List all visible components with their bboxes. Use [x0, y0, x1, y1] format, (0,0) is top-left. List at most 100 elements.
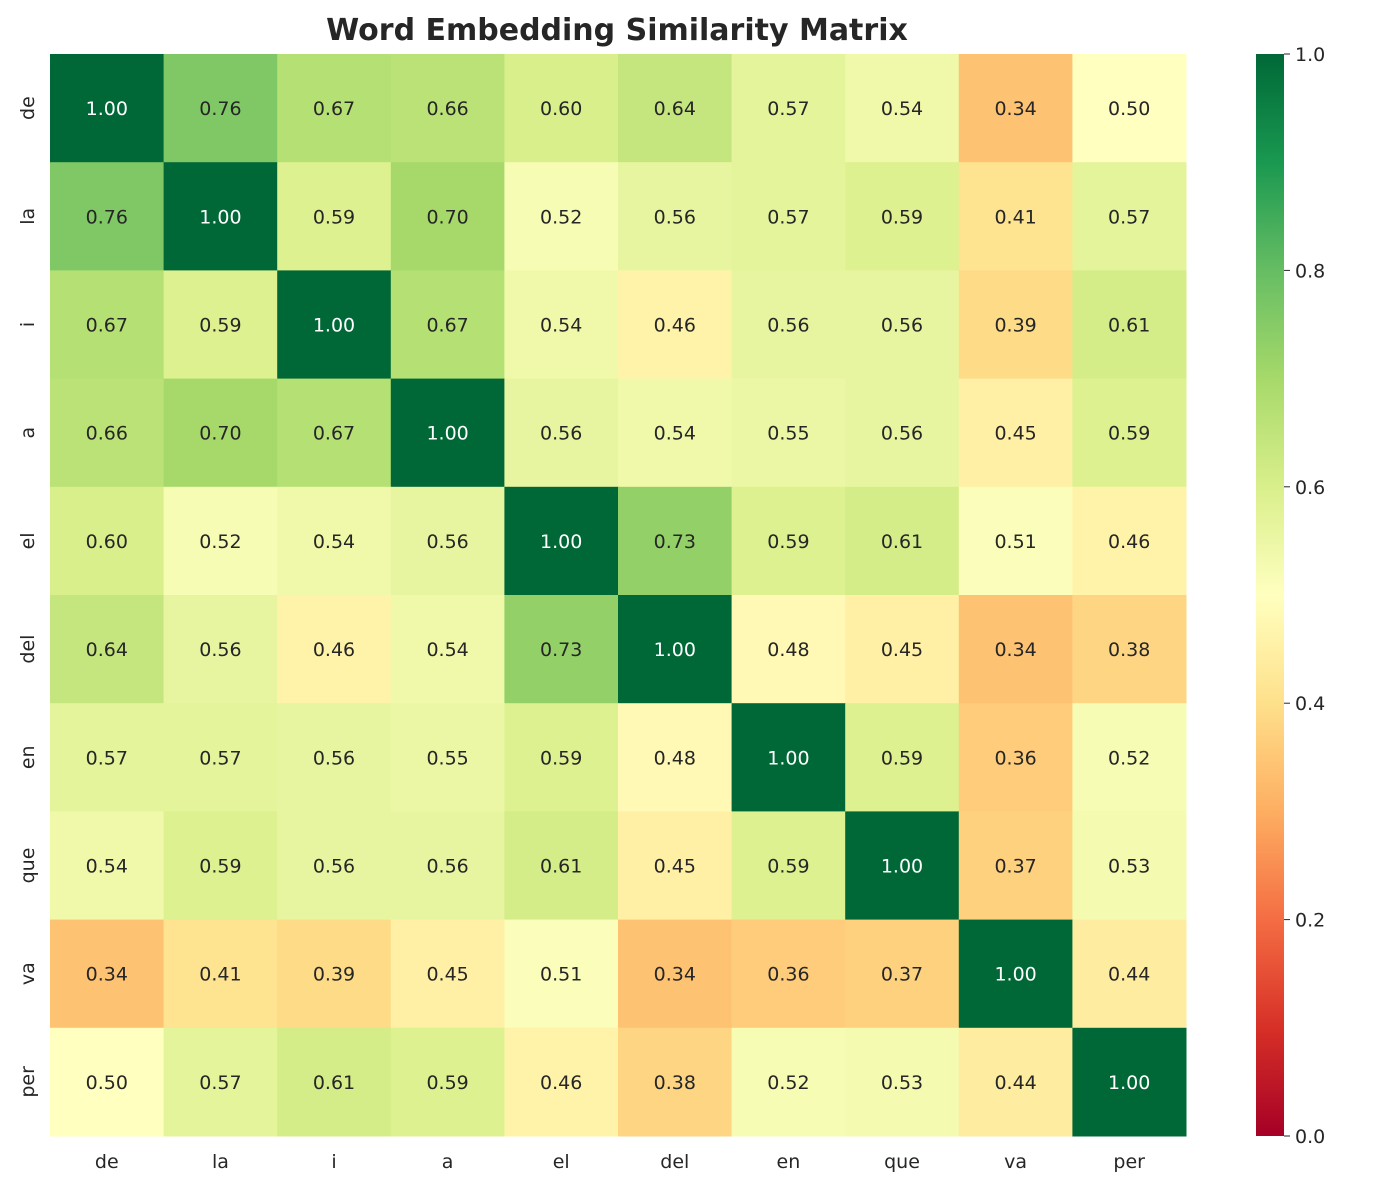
heatmap-cell [390, 486, 505, 596]
cell-value-label: 0.55 [426, 747, 468, 769]
heatmap-cell [958, 703, 1073, 812]
x-tick-label: de [95, 1151, 119, 1173]
heatmap-cell [504, 486, 619, 596]
cell-value-label: 0.67 [426, 315, 468, 337]
cell-value-label: 0.39 [313, 964, 355, 986]
heatmap-cell [618, 270, 733, 380]
heatmap-cell [731, 811, 846, 921]
heatmap-cell [958, 378, 1073, 488]
heatmap-cell [390, 1027, 505, 1137]
colorbar-tick-label: 0.4 [1295, 693, 1325, 715]
heatmap-cell [618, 378, 733, 488]
x-tick-label: del [660, 1151, 689, 1173]
heatmap-cell [618, 486, 733, 596]
heatmap-cell [163, 54, 278, 163]
heatmap-cell [163, 378, 278, 488]
heatmap-cell [277, 919, 392, 1029]
cell-value-label: 1.00 [426, 423, 468, 445]
heatmap-cell [1072, 1027, 1187, 1137]
cell-value-label: 0.59 [767, 856, 809, 878]
cell-value-label: 0.52 [1108, 747, 1150, 769]
cell-value-label: 0.34 [994, 98, 1036, 120]
heatmap-cell [50, 1027, 165, 1137]
heatmap-cell [845, 378, 960, 488]
heatmap-cell [731, 1027, 846, 1137]
colorbar-tick-label: 1.0 [1295, 44, 1325, 66]
heatmap-cell [1072, 595, 1187, 704]
cell-value-label: 0.45 [994, 423, 1036, 445]
cell-value-label: 1.00 [86, 98, 128, 120]
heatmap-cell [845, 595, 960, 704]
cell-value-label: 0.44 [994, 1072, 1036, 1094]
cell-value-label: 0.59 [1108, 423, 1150, 445]
colorbar-tick-label: 0.0 [1295, 1126, 1325, 1148]
cell-value-label: 0.59 [540, 747, 582, 769]
y-tick-label: per [17, 1066, 39, 1098]
x-tick-label: a [442, 1151, 454, 1173]
x-tick-label: en [777, 1151, 801, 1173]
cell-value-label: 0.64 [654, 98, 696, 120]
cell-value-label: 0.54 [540, 315, 582, 337]
cell-value-label: 0.53 [1108, 856, 1150, 878]
y-tick-label: del [17, 635, 39, 664]
x-tick-label: i [331, 1151, 336, 1173]
cell-value-label: 0.76 [199, 98, 241, 120]
cell-value-label: 0.56 [313, 856, 355, 878]
cell-value-label: 1.00 [767, 747, 809, 769]
y-tick-label: que [17, 848, 39, 884]
y-tick-label: a [17, 427, 39, 439]
cell-value-label: 0.34 [86, 964, 128, 986]
cell-value-label: 0.53 [881, 1072, 923, 1094]
heatmap-cell [958, 270, 1073, 380]
cell-value-label: 0.59 [767, 531, 809, 553]
heatmap-cell [1072, 54, 1187, 163]
heatmap-cell [845, 919, 960, 1029]
cell-value-label: 0.37 [994, 856, 1036, 878]
heatmap-cell [390, 919, 505, 1029]
cell-value-label: 0.64 [86, 639, 128, 661]
heatmap-cell [50, 703, 165, 812]
cell-value-label: 1.00 [540, 531, 582, 553]
cell-value-label: 0.54 [654, 423, 696, 445]
cell-value-label: 0.45 [881, 639, 923, 661]
cell-value-label: 0.39 [994, 315, 1036, 337]
heatmap-cell [390, 595, 505, 704]
cell-value-label: 0.57 [1108, 206, 1150, 228]
heatmap-cell [277, 486, 392, 596]
cell-value-label: 1.00 [199, 206, 241, 228]
heatmap-cell [504, 162, 619, 271]
cell-value-label: 0.57 [767, 206, 809, 228]
heatmap-cell [958, 162, 1073, 271]
heatmap-cell [731, 270, 846, 380]
heatmap-cell [277, 1027, 392, 1137]
cell-value-label: 1.00 [994, 964, 1036, 986]
cell-value-label: 0.46 [1108, 531, 1150, 553]
cell-value-label: 0.36 [994, 747, 1036, 769]
colorbar-tick-label: 0.2 [1295, 910, 1325, 932]
cell-value-label: 0.59 [881, 747, 923, 769]
heatmap-cell [618, 811, 733, 921]
y-tick-label: de [17, 96, 39, 120]
heatmap-cell [618, 54, 733, 163]
cell-value-label: 0.61 [1108, 315, 1150, 337]
heatmap-cell [731, 378, 846, 488]
heatmap-cell [958, 486, 1073, 596]
heatmap-cell [390, 270, 505, 380]
cell-value-label: 0.52 [540, 206, 582, 228]
cell-value-label: 0.56 [881, 423, 923, 445]
heatmap-cell [390, 703, 505, 812]
cell-value-label: 0.56 [426, 531, 468, 553]
heatmap-cell [731, 595, 846, 704]
cell-value-label: 0.61 [313, 1072, 355, 1094]
cell-value-label: 0.57 [199, 747, 241, 769]
heatmap-cell [504, 703, 619, 812]
cell-value-label: 0.59 [313, 206, 355, 228]
cell-value-label: 0.50 [86, 1072, 128, 1094]
x-tick-label: la [212, 1151, 229, 1173]
cell-value-label: 0.70 [199, 423, 241, 445]
cell-value-label: 0.52 [767, 1072, 809, 1094]
heatmap-cell [504, 54, 619, 163]
heatmap-cell [1072, 162, 1187, 271]
cell-value-label: 0.56 [881, 315, 923, 337]
cell-value-label: 0.59 [426, 1072, 468, 1094]
